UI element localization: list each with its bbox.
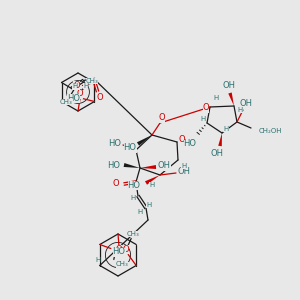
Text: CH₂OH: CH₂OH [259, 128, 283, 134]
Text: H: H [95, 256, 100, 262]
Text: OH: OH [223, 82, 236, 91]
Text: CH₃: CH₃ [116, 262, 129, 268]
Text: H: H [137, 209, 142, 215]
Polygon shape [145, 175, 160, 185]
Text: O: O [203, 103, 209, 112]
Text: HO: HO [109, 139, 122, 148]
Polygon shape [124, 163, 140, 168]
Polygon shape [218, 133, 222, 146]
Text: H: H [72, 83, 77, 89]
Text: OH: OH [158, 161, 170, 170]
Text: O: O [113, 179, 119, 188]
Text: HO: HO [112, 248, 125, 256]
Text: H: H [237, 107, 243, 113]
Text: H: H [83, 82, 88, 88]
Text: O: O [179, 136, 185, 145]
Text: O: O [123, 245, 130, 254]
Text: HO: HO [184, 140, 196, 148]
Text: CH₃: CH₃ [85, 78, 98, 84]
Text: OH: OH [239, 100, 253, 109]
Text: HO: HO [107, 160, 121, 169]
Text: H: H [224, 126, 229, 132]
Polygon shape [137, 135, 152, 146]
Text: OH: OH [211, 148, 224, 158]
Text: O: O [159, 113, 165, 122]
Polygon shape [228, 92, 234, 106]
Text: HO: HO [67, 94, 80, 103]
Text: O: O [116, 245, 122, 254]
Text: H: H [213, 95, 219, 101]
Text: CH₃: CH₃ [127, 230, 140, 236]
Text: HO: HO [124, 143, 136, 152]
Text: O: O [73, 81, 80, 90]
Text: H: H [182, 163, 187, 169]
Text: H: H [146, 202, 152, 208]
Text: H: H [130, 195, 136, 201]
Text: O: O [96, 93, 103, 102]
Text: OH: OH [178, 167, 190, 176]
Text: HO: HO [128, 181, 140, 190]
Text: CH₃: CH₃ [60, 98, 73, 104]
Text: O: O [77, 89, 83, 98]
Text: H: H [200, 116, 206, 122]
Text: H: H [149, 182, 154, 188]
Polygon shape [140, 165, 156, 169]
